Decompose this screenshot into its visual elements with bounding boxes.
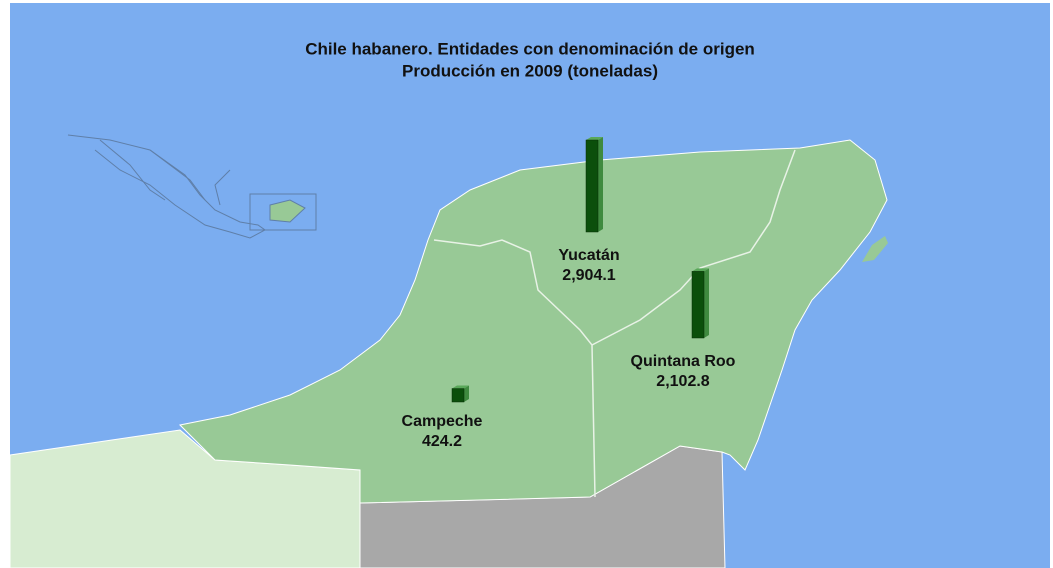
bar <box>691 271 705 339</box>
state-border <box>591 149 796 346</box>
region-label: Campeche <box>402 413 483 430</box>
bar-top <box>692 268 709 272</box>
value-label: 2,102.8 <box>656 373 709 390</box>
inset-map <box>67 134 317 239</box>
chart-subtitle: Producción en 2009 (toneladas) <box>402 61 658 80</box>
value-label: 424.2 <box>422 433 462 450</box>
chart-title: Chile habanero. Entidades con denominaci… <box>305 39 755 58</box>
bar-side <box>598 137 603 232</box>
state-border <box>433 239 596 498</box>
island <box>862 236 888 262</box>
region-label: Quintana Roo <box>631 353 736 370</box>
bar-top <box>586 137 603 140</box>
bar <box>451 388 465 403</box>
bar-top <box>452 385 469 389</box>
value-label: 2,904.1 <box>562 267 615 284</box>
peninsula <box>178 139 888 504</box>
bar-side <box>704 268 709 338</box>
region-label: Yucatán <box>558 247 619 264</box>
bar <box>585 139 599 233</box>
bar-side <box>464 385 469 402</box>
